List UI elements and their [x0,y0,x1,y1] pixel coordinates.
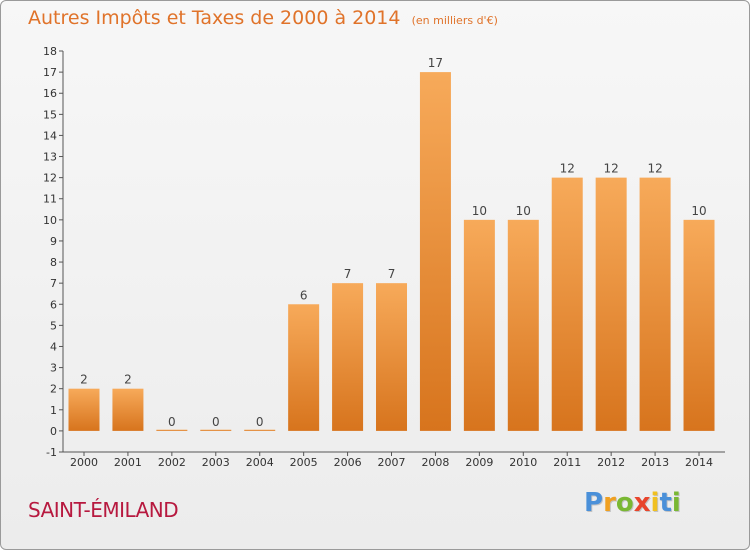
y-tick-label: 12 [43,172,57,185]
x-tick-label: 2003 [202,456,230,469]
data-label: 0 [256,415,264,429]
logo-letter: t [659,488,672,518]
y-tick-label: 16 [43,87,57,100]
bars-group [68,72,715,431]
y-tick-label: 6 [50,298,57,311]
data-label: 2 [124,373,132,387]
x-tick-label: 2014 [685,456,713,469]
bar-2012 [595,177,627,431]
logo-letter: i [650,488,660,518]
data-label: 12 [604,162,619,176]
bar-2010 [507,219,539,431]
data-label: 6 [300,288,308,302]
y-tick-label: 14 [43,129,57,142]
y-tick-label: 2 [50,383,57,396]
y-tick-label: 5 [50,319,57,332]
bar-2007 [376,283,408,431]
data-label: 0 [168,415,176,429]
data-label: 10 [472,204,487,218]
title-block: Autres Impôts et Taxes de 2000 à 2014 (e… [28,7,498,29]
proxiti-logo[interactable]: Proxiti [584,488,681,518]
x-tick-label: 2010 [509,456,537,469]
x-tick-label: 2006 [334,456,362,469]
x-tick-label: 2004 [246,456,274,469]
bar-2009 [463,219,495,431]
y-tick-label: 11 [43,193,57,206]
bar-2000 [68,388,100,431]
y-tick-label: 0 [50,425,57,438]
x-tick-label: 2000 [70,456,98,469]
x-tick-label: 2007 [378,456,406,469]
y-tick-label: 8 [50,256,57,269]
bar-2006 [332,283,364,431]
bar-2005 [288,304,320,431]
bar-2011 [551,177,583,431]
x-tick-label: 2008 [421,456,449,469]
y-tick-label: 3 [50,362,57,375]
x-tick-label: 2005 [290,456,318,469]
bar-2013 [639,177,671,431]
data-label: 12 [647,162,662,176]
data-label: 7 [388,267,396,281]
data-label: 12 [560,162,575,176]
data-label: 0 [212,415,220,429]
x-tick-label: 2009 [465,456,493,469]
chart-title: Autres Impôts et Taxes de 2000 à 2014 [28,7,401,29]
data-label: 7 [344,267,352,281]
y-tick-label: 10 [43,214,57,227]
y-tick-label: 4 [50,340,57,353]
chart-subtitle: (en milliers d'€) [411,14,498,27]
data-label: 10 [516,204,531,218]
logo-letter: i [671,488,681,518]
bar-2002 [156,429,188,431]
y-tick-label: 13 [43,151,57,164]
y-tick-label: 7 [50,277,57,290]
x-tick-label: 2011 [553,456,581,469]
data-labels-group: 2 2 0 0 0 6 7 7 17 10 10 12 12 12 10 [80,56,706,429]
commune-name: SAINT-ÉMILAND [28,498,179,522]
y-tick-label: 1 [50,404,57,417]
data-label: 17 [428,56,443,70]
y-tick-label: 9 [50,235,57,248]
logo-letter: o [615,488,634,518]
x-tick-label: 2012 [597,456,625,469]
bar-2003 [200,429,232,431]
bar-2014 [683,219,715,431]
data-label: 2 [80,373,88,387]
bar-2001 [112,388,144,431]
logo-letter: r [603,488,616,518]
bar-2008 [419,72,451,431]
y-tick-label: 15 [43,108,57,121]
y-tick-label: 18 [43,45,57,58]
data-label: 10 [691,204,706,218]
logo-letter: x [633,488,651,518]
x-tick-label: 2013 [641,456,669,469]
x-tick-label: 2001 [114,456,142,469]
y-tick-label: -1 [46,446,57,459]
bar-2004 [244,429,276,431]
x-tick-label: 2002 [158,456,186,469]
y-tick-label: 17 [43,66,57,79]
logo-letter: P [584,488,604,518]
